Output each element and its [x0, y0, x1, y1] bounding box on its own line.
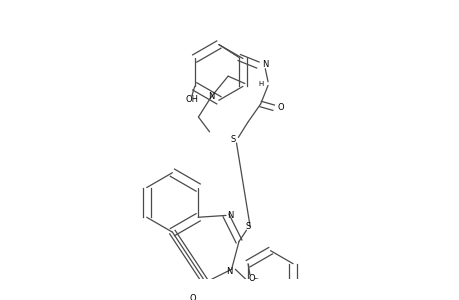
Text: S: S	[245, 222, 250, 231]
Text: O: O	[189, 295, 196, 300]
Text: O: O	[277, 103, 284, 112]
Text: N: N	[262, 61, 268, 70]
Text: O: O	[248, 274, 255, 283]
Text: N: N	[208, 92, 214, 101]
Text: H: H	[257, 81, 263, 87]
Text: S: S	[230, 135, 235, 144]
Text: N: N	[226, 267, 232, 276]
Text: N: N	[227, 211, 233, 220]
Text: OH: OH	[185, 95, 198, 104]
